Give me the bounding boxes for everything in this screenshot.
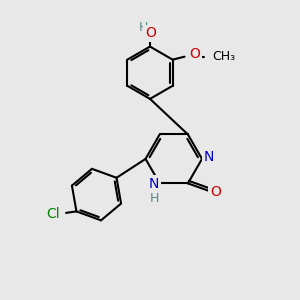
Text: Cl: Cl xyxy=(46,207,60,221)
Text: O: O xyxy=(189,47,200,61)
Text: O: O xyxy=(210,185,221,199)
Text: H: H xyxy=(139,21,148,34)
Text: H: H xyxy=(150,192,159,205)
Text: N: N xyxy=(203,150,214,164)
Text: CH₃: CH₃ xyxy=(212,50,235,63)
Text: O: O xyxy=(145,26,156,40)
Text: N: N xyxy=(149,177,160,191)
